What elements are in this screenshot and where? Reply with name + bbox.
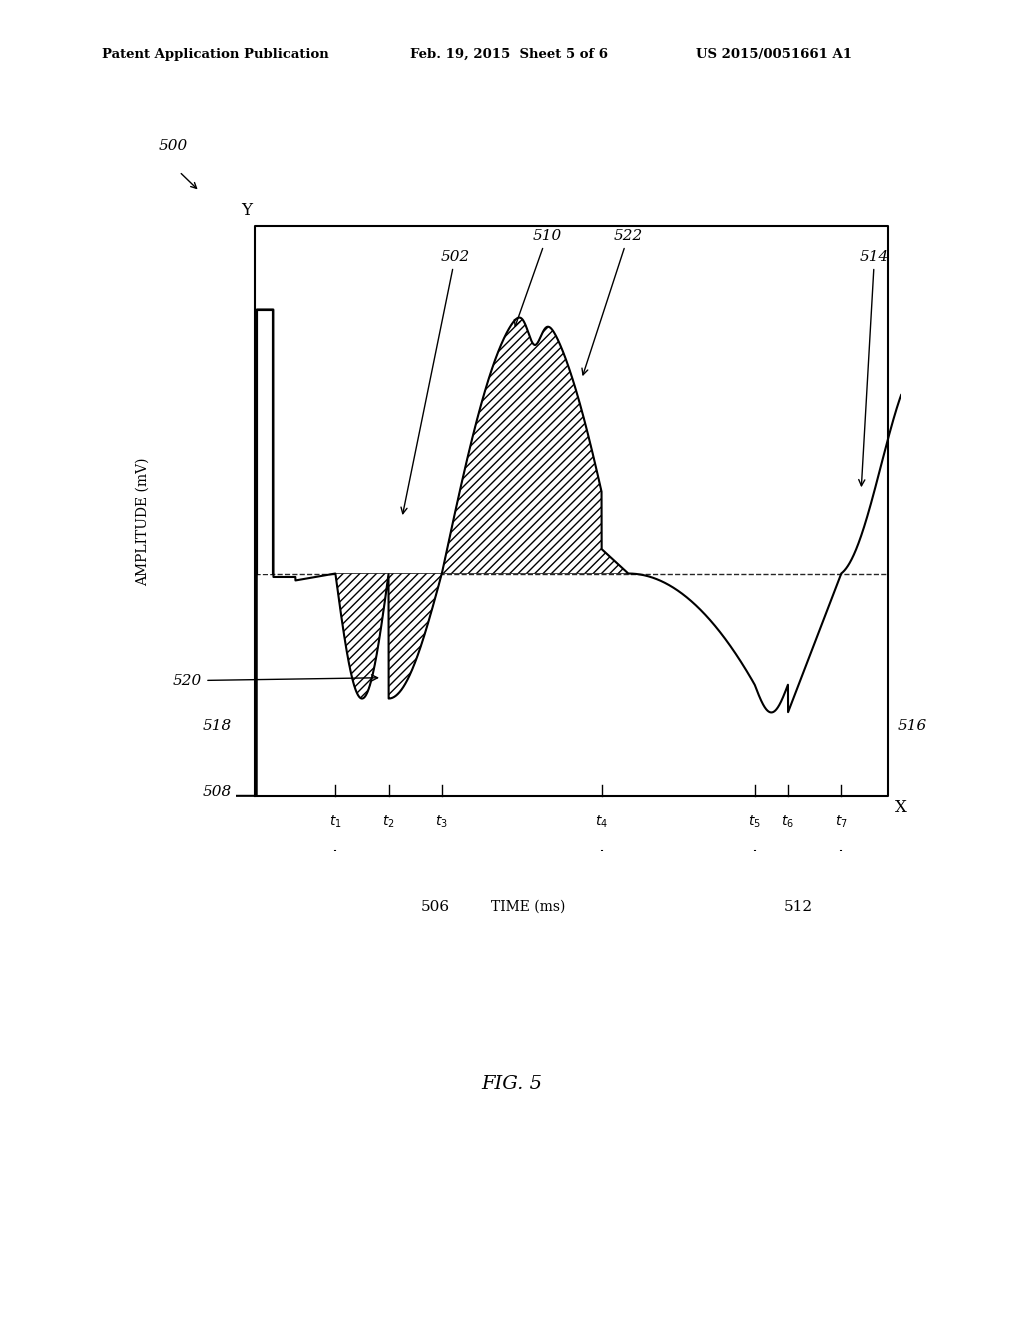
Text: 520: 520: [173, 673, 378, 688]
Text: $t_6$: $t_6$: [781, 813, 795, 829]
Text: Patent Application Publication: Patent Application Publication: [102, 48, 329, 61]
Text: $t_5$: $t_5$: [749, 813, 761, 829]
Text: $t_3$: $t_3$: [435, 813, 449, 829]
Text: $t_4$: $t_4$: [595, 813, 608, 829]
Text: X: X: [895, 800, 906, 816]
Text: 510: 510: [514, 230, 561, 326]
Text: FIG. 5: FIG. 5: [481, 1074, 543, 1093]
Text: 500: 500: [159, 140, 188, 153]
Text: 522: 522: [582, 230, 643, 375]
Text: $t_2$: $t_2$: [382, 813, 395, 829]
Text: TIME (ms): TIME (ms): [492, 900, 565, 913]
Text: 512: 512: [783, 900, 812, 913]
Text: 514: 514: [859, 249, 889, 486]
Text: $t_1$: $t_1$: [329, 813, 342, 829]
Text: 506: 506: [421, 900, 450, 913]
Bar: [257, 309, 273, 573]
Text: 508: 508: [203, 785, 232, 800]
Text: 518: 518: [203, 719, 232, 734]
Text: US 2015/0051661 A1: US 2015/0051661 A1: [696, 48, 852, 61]
Text: AMPLITUDE (mV): AMPLITUDE (mV): [135, 457, 150, 586]
Text: 502: 502: [401, 249, 470, 513]
Text: 516: 516: [898, 719, 927, 734]
Text: Feb. 19, 2015  Sheet 5 of 6: Feb. 19, 2015 Sheet 5 of 6: [410, 48, 607, 61]
Text: Y: Y: [242, 202, 252, 219]
Text: $t_7$: $t_7$: [835, 813, 848, 829]
